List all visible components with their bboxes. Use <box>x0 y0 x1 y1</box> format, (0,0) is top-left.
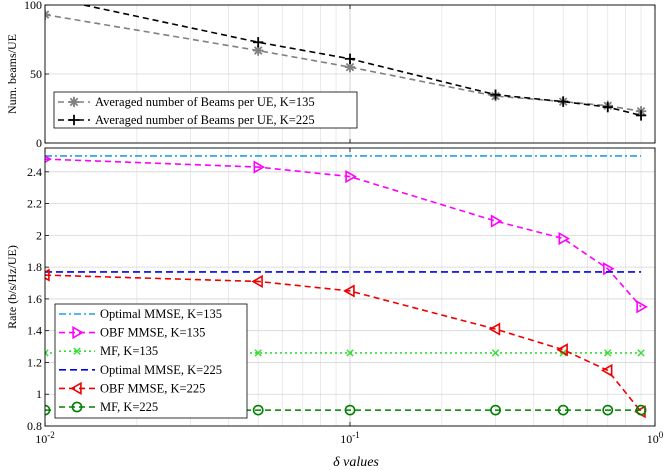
data-point <box>558 231 570 246</box>
data-point <box>344 404 356 416</box>
legend-label: MF, K=135 <box>100 344 158 358</box>
y-tick-label: 1.8 <box>27 260 42 274</box>
data-point <box>557 404 569 416</box>
data-point <box>490 89 501 100</box>
y-tick-label: 0.8 <box>27 419 42 433</box>
legend-box <box>53 91 358 129</box>
data-point <box>602 101 613 113</box>
data-point <box>637 349 645 357</box>
x-tick-label: 10-1 <box>340 430 360 446</box>
axes-frame <box>44 147 656 427</box>
y-tick-label: 2.4 <box>27 165 42 179</box>
legend-marker <box>68 114 80 126</box>
legend-marker <box>70 381 82 395</box>
x-axis-label: δ values <box>333 455 379 470</box>
legend-label: Optimal MMSE, K=225 <box>100 363 222 377</box>
axes-frame <box>44 4 656 144</box>
y-axis-label: Num. beams/UE <box>5 34 19 114</box>
data-point <box>252 37 264 48</box>
data-point <box>600 363 613 377</box>
data-point <box>45 9 51 20</box>
data-point <box>254 349 262 357</box>
rate-panel: 0.8 1 1.2 1.4 1.6 1.8 2 2.2 2.4 10-2 10-1 100 Rate (… <box>5 147 664 446</box>
legend-label: MF, K=225 <box>100 400 158 414</box>
legend-label: OBF MMSE, K=135 <box>100 326 205 340</box>
grid <box>44 148 655 427</box>
data-point <box>604 349 612 357</box>
x-tick-label: 100 <box>647 430 664 446</box>
x-tick-label: 10-2 <box>35 430 55 446</box>
legend-label: Averaged number of Beams per UE, K=135 <box>95 95 315 109</box>
legend-marker <box>71 401 83 413</box>
legend-box <box>54 303 248 419</box>
data-point <box>557 96 569 107</box>
legend-marker <box>68 96 80 108</box>
data-point <box>635 110 647 121</box>
y-tick-label: 1.4 <box>27 324 42 338</box>
y-tick-label: 100 <box>24 0 42 12</box>
y-tick-label: 50 <box>30 67 42 81</box>
data-point <box>636 300 648 314</box>
data-point <box>343 284 355 298</box>
series-line <box>45 158 642 308</box>
data-point <box>253 160 265 174</box>
beams-per-ue-panel: 0 50 100 Num. beams/UE Averaged number of Be… <box>5 0 656 150</box>
series-group <box>45 5 647 121</box>
legend-label: Optimal MMSE, K=135 <box>100 307 222 321</box>
legend: Optimal MMSE, K=135 OBF MMSE, K=135 MF, K=… <box>54 303 248 419</box>
data-point <box>45 155 52 164</box>
data-point <box>251 274 263 289</box>
data-point <box>45 268 50 282</box>
legend-marker <box>72 326 84 340</box>
y-tick-label: 0 <box>36 136 42 150</box>
data-point <box>490 404 501 416</box>
series-group <box>45 155 648 419</box>
data-point <box>491 349 500 357</box>
data-point <box>346 349 354 357</box>
data-point <box>490 214 503 228</box>
legend-marker <box>73 347 81 355</box>
data-point <box>556 343 568 357</box>
legend: Averaged number of Beams per UE, K=135 Av… <box>53 91 358 129</box>
y-tick-label: 1.2 <box>27 355 42 369</box>
y-tick-label: 1.6 <box>27 292 42 306</box>
y-axis-label: Rate (b/s/Hz/UE) <box>5 245 19 329</box>
y-tick-label: 1 <box>36 387 42 401</box>
data-point <box>602 404 614 416</box>
data-point <box>635 404 647 416</box>
y-tick-label: 2 <box>36 228 42 242</box>
data-point <box>488 322 501 336</box>
data-point <box>252 404 264 416</box>
data-point <box>345 170 357 184</box>
legend-label: Averaged number of Beams per UE, K=225 <box>95 113 315 127</box>
series-line <box>45 274 642 413</box>
data-point <box>45 349 49 357</box>
y-tick-label: 2.2 <box>27 197 42 211</box>
legend-label: OBF MMSE, K=225 <box>100 381 205 395</box>
data-point <box>344 53 356 65</box>
